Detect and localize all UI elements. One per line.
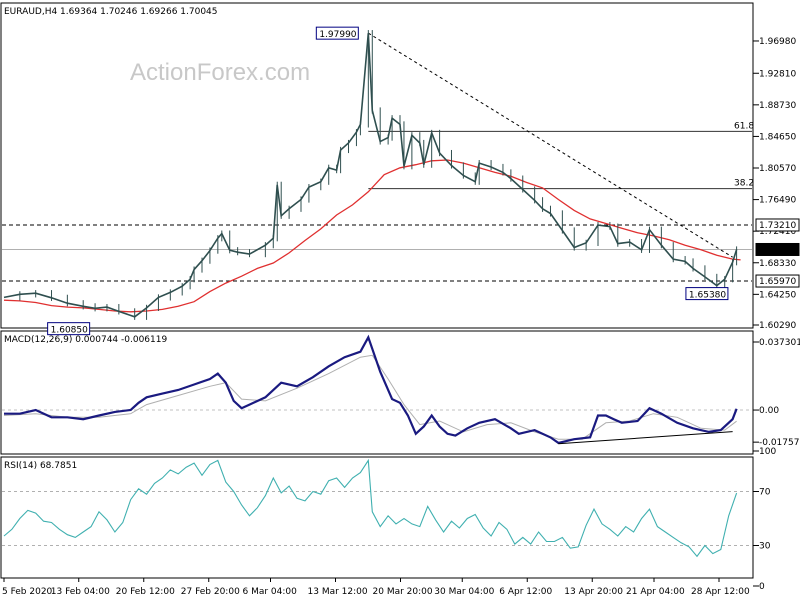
x-tick-label: 27 Feb 20:00 — [181, 587, 240, 597]
price-tag-box — [315, 26, 359, 40]
main-price-layer: 61.8 38.2 1.97990 1.60850 1.65380 1.96980 1.92… — [2, 26, 800, 336]
price-axis-tick-label: 1.80570 — [759, 164, 796, 174]
fib-level-label: 38.2 — [734, 179, 754, 189]
macd-panel-frame — [0, 330, 754, 455]
rsi-line — [3, 458, 738, 558]
x-tick-label: 13 Apr 20:00 — [564, 587, 623, 597]
price-axis-tick-label: 1.84650 — [759, 132, 796, 142]
price-tag-box — [47, 322, 91, 336]
price-tag-label: 1.60850 — [51, 326, 88, 336]
watermark-text: ActionForex.com — [130, 59, 310, 86]
main-panel-frame — [0, 2, 754, 329]
price-tag-label: 1.65380 — [689, 291, 726, 301]
axis-price-tag-box — [755, 218, 800, 232]
x-tick-label: 28 Apr 12:00 — [691, 587, 750, 597]
price-axis-tick-label: 1.76490 — [759, 196, 796, 206]
price-axis-tick-label: 1.64250 — [759, 290, 796, 300]
moving-average-line — [3, 159, 741, 313]
axis-price-tag-label: 1.73210 — [759, 221, 796, 231]
x-tick-label: 20 Mar 20:00 — [373, 587, 433, 597]
macd-layer: 0.037301 0.00 -0.017577 — [2, 334, 800, 448]
macd-line — [4, 334, 738, 445]
macd-chart-title: MACD(12,26,9) 0.000744 -0.006119 — [4, 335, 167, 345]
x-tick-label: 20 Feb 12:00 — [116, 587, 175, 597]
macd-axis-tick-label: 0.037301 — [759, 338, 800, 348]
trendline-dotted — [368, 32, 733, 258]
rsi-layer: 100 70 30 0 — [2, 447, 776, 592]
price-line — [3, 33, 738, 318]
price-axis-tick-label: 1.68330 — [759, 259, 796, 269]
macd-axis-tick-label: 0.00 — [759, 406, 779, 416]
price-axis-tick-label: 1.96980 — [759, 37, 796, 47]
x-tick-label: 21 Apr 04:00 — [626, 587, 685, 597]
x-tick-label: 30 Mar 04:00 — [434, 587, 494, 597]
rsi-axis-tick-label: 0 — [759, 582, 765, 592]
rsi-axis-tick-label: 70 — [759, 488, 771, 498]
price-axis-tick-label: 1.88730 — [759, 101, 796, 111]
x-tick-label: 6 Apr 12:00 — [499, 587, 552, 597]
axis-price-tag-box — [755, 242, 800, 256]
macd-trendline — [558, 431, 733, 445]
fib-level-label: 61.8 — [734, 121, 754, 131]
rsi-chart-title: RSI(14) 68.7851 — [4, 461, 77, 471]
main-chart-title: EURAUD,H4 1.69364 1.70246 1.69266 1.7004… — [4, 7, 218, 17]
price-tag-label: 1.97990 — [319, 30, 356, 40]
x-tick-label: 6 Mar 04:00 — [243, 587, 298, 597]
price-axis-tick-label: 1.72410 — [759, 227, 796, 237]
rsi-axis-tick-label: 30 — [759, 542, 771, 552]
x-tick-label: 13 Mar 12:00 — [308, 587, 368, 597]
axis-price-tag-label: 1.65970 — [759, 277, 796, 287]
macd-axis-tick-label: -0.017577 — [759, 438, 800, 448]
axis-price-tag-box — [755, 274, 800, 288]
axis-price-tag-label: 1.70045 — [759, 245, 796, 255]
price-axis-tick-label: 1.60290 — [759, 321, 796, 331]
price-axis-tick-label: 1.92810 — [759, 69, 796, 79]
x-tick-label: 13 Feb 04:00 — [51, 587, 110, 597]
x-tick-label: 5 Feb 2020 — [2, 587, 53, 597]
rsi-axis-tick-label: 100 — [759, 447, 776, 457]
rsi-panel-frame — [0, 456, 754, 579]
price-tag-box — [685, 287, 729, 301]
